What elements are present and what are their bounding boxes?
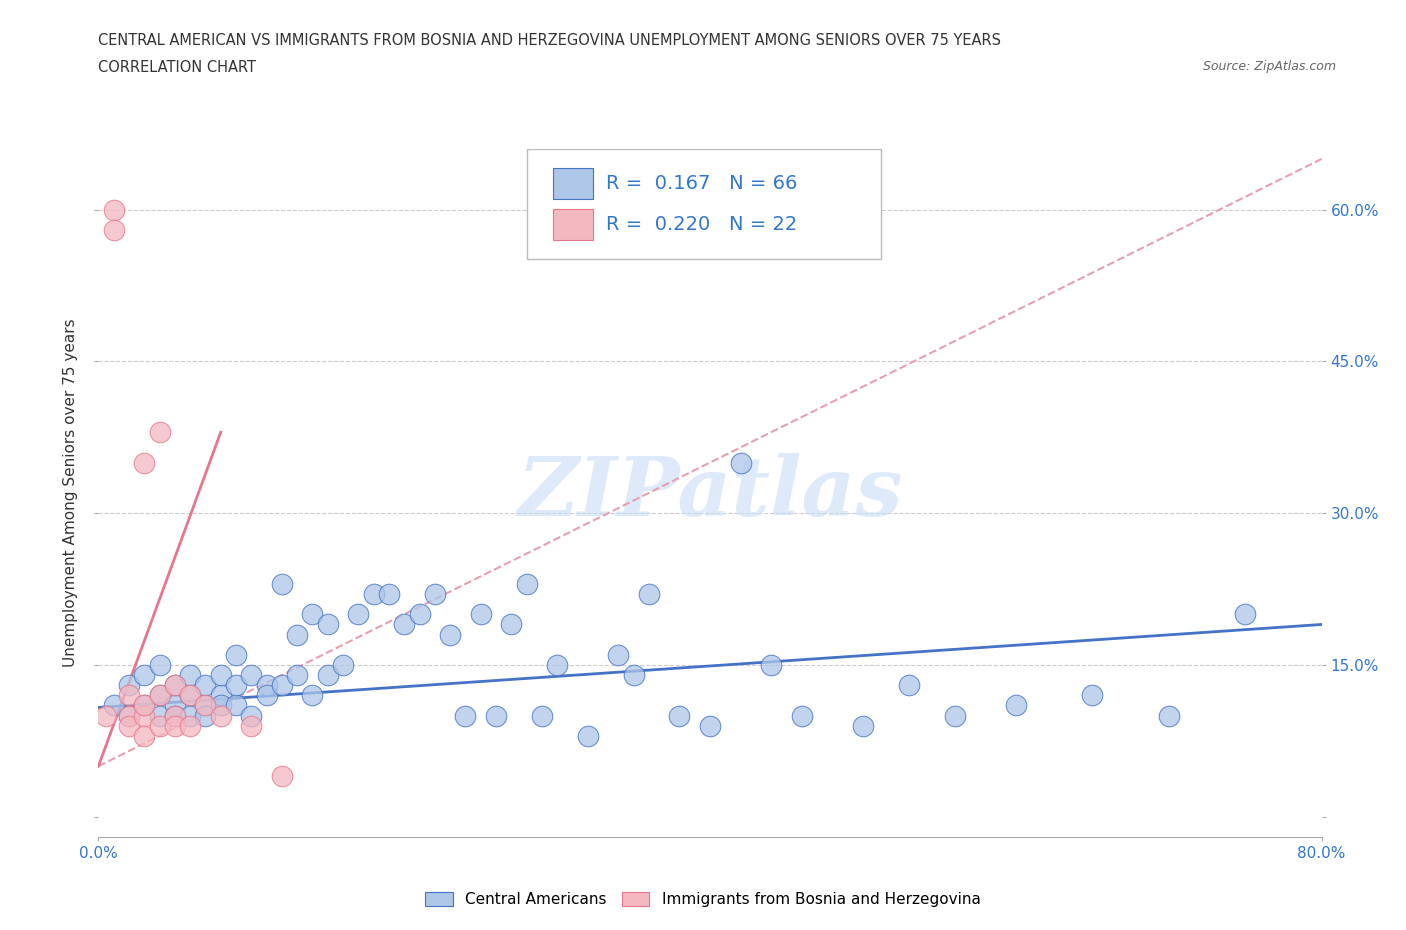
Point bbox=[1157, 708, 1180, 723]
Point bbox=[194, 698, 217, 713]
Point bbox=[301, 688, 323, 703]
Point bbox=[897, 678, 920, 693]
Point bbox=[576, 728, 599, 743]
Point bbox=[285, 627, 308, 642]
Point bbox=[546, 658, 568, 672]
Point bbox=[623, 668, 645, 683]
Point bbox=[408, 607, 430, 622]
Point bbox=[179, 668, 201, 683]
Point bbox=[118, 718, 141, 733]
Point bbox=[134, 455, 156, 470]
Point bbox=[943, 708, 966, 723]
Point bbox=[134, 698, 156, 713]
Point bbox=[194, 708, 217, 723]
Point bbox=[179, 688, 201, 703]
Point bbox=[134, 728, 156, 743]
Point bbox=[103, 222, 125, 237]
Point bbox=[225, 678, 247, 693]
Point bbox=[516, 577, 538, 591]
Point bbox=[179, 688, 201, 703]
Point bbox=[118, 708, 141, 723]
Point bbox=[149, 658, 172, 672]
Point bbox=[637, 587, 661, 602]
Point bbox=[149, 425, 172, 440]
Text: CENTRAL AMERICAN VS IMMIGRANTS FROM BOSNIA AND HERZEGOVINA UNEMPLOYMENT AMONG SE: CENTRAL AMERICAN VS IMMIGRANTS FROM BOSN… bbox=[98, 33, 1001, 47]
Point bbox=[256, 688, 278, 703]
Point bbox=[270, 577, 292, 591]
Point bbox=[103, 698, 125, 713]
Point bbox=[149, 688, 172, 703]
Point bbox=[103, 202, 125, 217]
Point bbox=[134, 708, 156, 723]
Point bbox=[501, 617, 523, 631]
FancyBboxPatch shape bbox=[526, 149, 882, 259]
Point bbox=[1004, 698, 1026, 713]
Point bbox=[1234, 607, 1257, 622]
Point bbox=[668, 708, 690, 723]
Point bbox=[149, 718, 172, 733]
Point bbox=[163, 718, 186, 733]
Point bbox=[179, 708, 201, 723]
Point bbox=[194, 698, 217, 713]
Point bbox=[179, 718, 201, 733]
Point bbox=[270, 678, 292, 693]
Point bbox=[209, 688, 232, 703]
Text: Source: ZipAtlas.com: Source: ZipAtlas.com bbox=[1202, 60, 1336, 73]
Text: R =  0.167   N = 66: R = 0.167 N = 66 bbox=[606, 174, 797, 193]
Point bbox=[240, 718, 263, 733]
Point bbox=[163, 708, 186, 723]
Point bbox=[485, 708, 508, 723]
Point bbox=[209, 708, 232, 723]
Legend: Central Americans, Immigrants from Bosnia and Herzegovina: Central Americans, Immigrants from Bosni… bbox=[419, 885, 987, 913]
Point bbox=[118, 708, 141, 723]
Text: CORRELATION CHART: CORRELATION CHART bbox=[98, 60, 256, 75]
FancyBboxPatch shape bbox=[554, 209, 592, 240]
Point bbox=[730, 455, 752, 470]
Point bbox=[118, 688, 141, 703]
Point bbox=[240, 708, 263, 723]
Point bbox=[759, 658, 782, 672]
Point bbox=[270, 769, 292, 784]
Point bbox=[423, 587, 446, 602]
Point bbox=[530, 708, 553, 723]
Point bbox=[163, 698, 186, 713]
Y-axis label: Unemployment Among Seniors over 75 years: Unemployment Among Seniors over 75 years bbox=[63, 319, 79, 667]
Point bbox=[163, 678, 186, 693]
Point bbox=[607, 647, 630, 662]
Point bbox=[454, 708, 477, 723]
Point bbox=[209, 698, 232, 713]
Point bbox=[852, 718, 875, 733]
Point bbox=[225, 647, 247, 662]
Point bbox=[163, 678, 186, 693]
Point bbox=[332, 658, 354, 672]
Point bbox=[301, 607, 323, 622]
Point bbox=[347, 607, 370, 622]
Point bbox=[94, 708, 117, 723]
Point bbox=[1081, 688, 1104, 703]
Text: R =  0.220   N = 22: R = 0.220 N = 22 bbox=[606, 215, 797, 234]
Point bbox=[470, 607, 492, 622]
Point bbox=[699, 718, 721, 733]
FancyBboxPatch shape bbox=[554, 167, 592, 199]
Point bbox=[240, 668, 263, 683]
Point bbox=[149, 708, 172, 723]
Point bbox=[134, 698, 156, 713]
Point bbox=[378, 587, 401, 602]
Text: ZIPatlas: ZIPatlas bbox=[517, 453, 903, 533]
Point bbox=[194, 678, 217, 693]
Point bbox=[256, 678, 278, 693]
Point bbox=[149, 688, 172, 703]
Point bbox=[363, 587, 385, 602]
Point bbox=[316, 617, 339, 631]
Point bbox=[225, 698, 247, 713]
Point bbox=[392, 617, 416, 631]
Point bbox=[285, 668, 308, 683]
Point bbox=[118, 678, 141, 693]
Point bbox=[134, 668, 156, 683]
Point bbox=[790, 708, 813, 723]
Point bbox=[163, 708, 186, 723]
Point bbox=[316, 668, 339, 683]
Point bbox=[209, 668, 232, 683]
Point bbox=[439, 627, 461, 642]
